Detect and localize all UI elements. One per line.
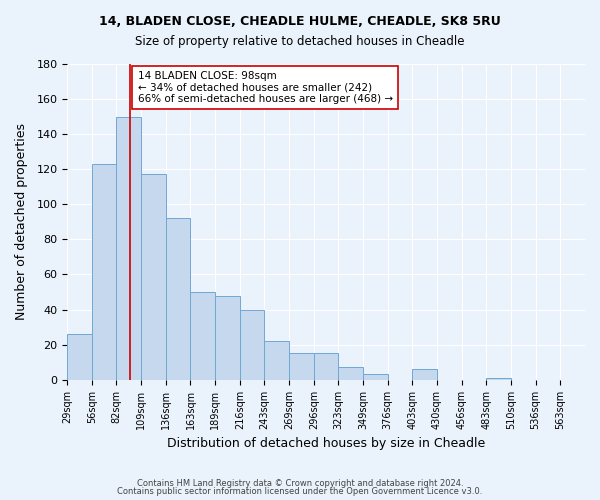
Bar <box>116 116 141 380</box>
Bar <box>487 378 511 380</box>
Text: Size of property relative to detached houses in Cheadle: Size of property relative to detached ho… <box>135 35 465 48</box>
Bar <box>412 369 437 380</box>
Bar <box>289 354 314 380</box>
Bar <box>363 374 388 380</box>
Bar <box>141 174 166 380</box>
Bar <box>338 368 363 380</box>
Text: 14 BLADEN CLOSE: 98sqm
← 34% of detached houses are smaller (242)
66% of semi-de: 14 BLADEN CLOSE: 98sqm ← 34% of detached… <box>137 71 392 104</box>
Bar <box>166 218 190 380</box>
Bar <box>215 296 240 380</box>
Bar <box>265 341 289 380</box>
Bar <box>92 164 116 380</box>
Y-axis label: Number of detached properties: Number of detached properties <box>15 124 28 320</box>
X-axis label: Distribution of detached houses by size in Cheadle: Distribution of detached houses by size … <box>167 437 485 450</box>
Bar <box>190 292 215 380</box>
Bar <box>314 354 338 380</box>
Text: Contains public sector information licensed under the Open Government Licence v3: Contains public sector information licen… <box>118 487 482 496</box>
Bar <box>67 334 92 380</box>
Bar <box>240 310 265 380</box>
Text: 14, BLADEN CLOSE, CHEADLE HULME, CHEADLE, SK8 5RU: 14, BLADEN CLOSE, CHEADLE HULME, CHEADLE… <box>99 15 501 28</box>
Text: Contains HM Land Registry data © Crown copyright and database right 2024.: Contains HM Land Registry data © Crown c… <box>137 478 463 488</box>
